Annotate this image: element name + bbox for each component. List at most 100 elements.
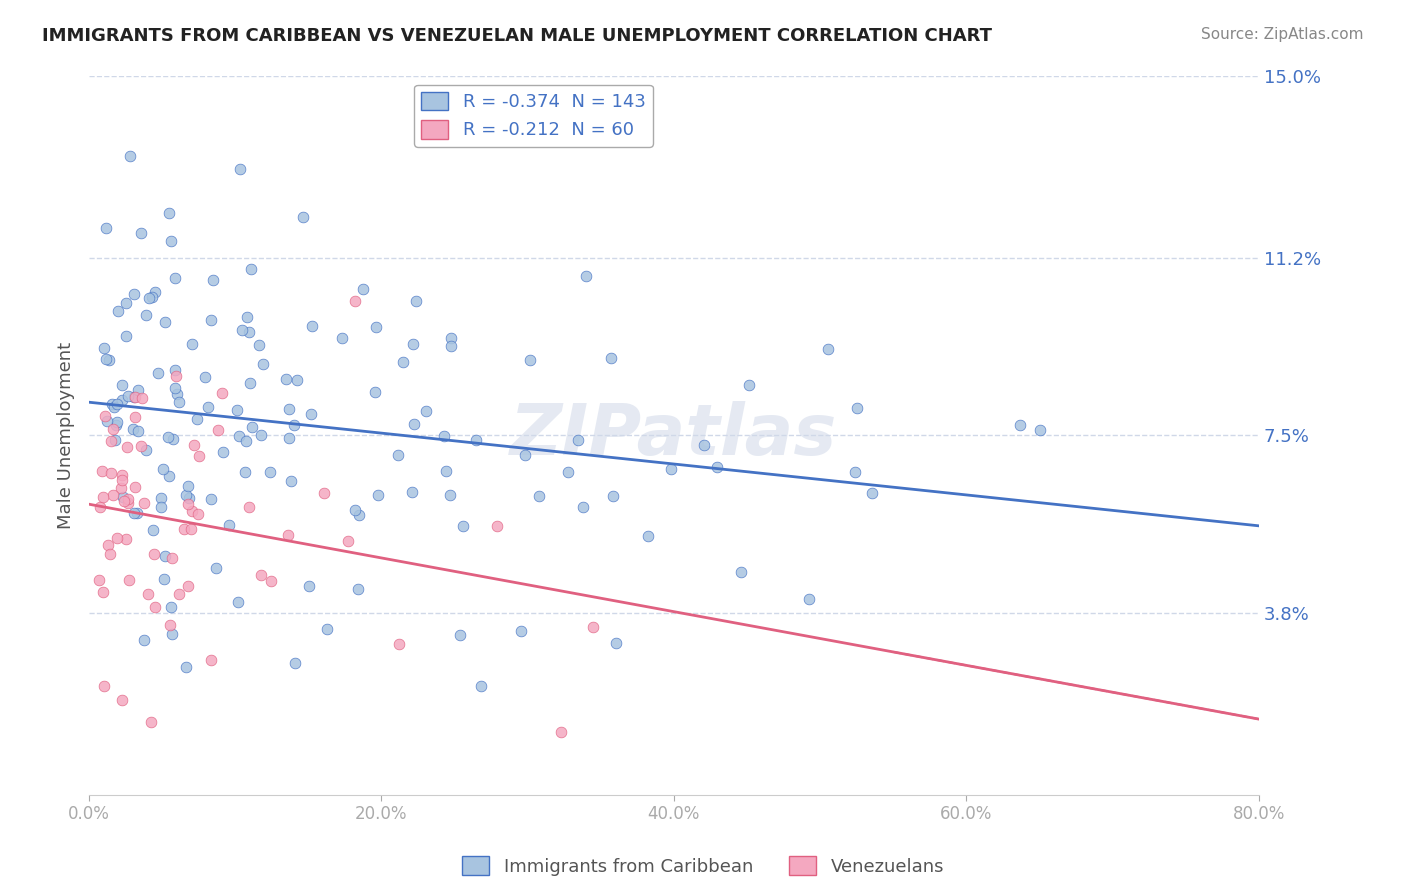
Point — [138, 291, 160, 305]
Point — [730, 565, 752, 579]
Point — [225, 403, 247, 417]
Point — [87, 574, 110, 588]
Point — [124, 409, 146, 424]
Point — [738, 377, 761, 392]
Point — [205, 561, 228, 575]
Text: Source: ZipAtlas.com: Source: ZipAtlas.com — [1201, 27, 1364, 42]
Point — [105, 418, 128, 433]
Point — [138, 587, 160, 601]
Point — [312, 486, 335, 500]
Point — [200, 313, 222, 327]
Point — [238, 325, 260, 339]
Point — [557, 465, 579, 479]
Point — [110, 481, 132, 495]
Point — [169, 395, 191, 409]
Point — [96, 414, 118, 428]
Point — [141, 290, 163, 304]
Point — [470, 679, 492, 693]
Point — [124, 506, 146, 520]
Point — [401, 485, 423, 500]
Point — [91, 490, 114, 504]
Point — [602, 489, 624, 503]
Y-axis label: Male Unemployment: Male Unemployment — [58, 342, 75, 529]
Point — [188, 450, 211, 464]
Point — [165, 381, 187, 395]
Legend: Immigrants from Caribbean, Venezuelans: Immigrants from Caribbean, Venezuelans — [454, 849, 952, 883]
Point — [105, 531, 128, 545]
Point — [143, 285, 166, 300]
Point — [693, 437, 716, 451]
Point — [98, 353, 121, 368]
Point — [94, 221, 117, 235]
Point — [280, 474, 302, 488]
Point — [298, 579, 321, 593]
Point — [100, 466, 122, 480]
Point — [844, 466, 866, 480]
Point — [160, 599, 183, 614]
Point — [179, 491, 201, 505]
Point — [240, 262, 263, 277]
Text: IMMIGRANTS FROM CARIBBEAN VS VENEZUELAN MALE UNEMPLOYMENT CORRELATION CHART: IMMIGRANTS FROM CARIBBEAN VS VENEZUELAN … — [42, 27, 993, 45]
Point — [115, 296, 138, 310]
Point — [278, 401, 301, 416]
Point — [451, 519, 474, 533]
Point — [162, 432, 184, 446]
Point — [117, 440, 139, 454]
Point — [105, 397, 128, 411]
Point — [200, 492, 222, 507]
Point — [277, 431, 299, 445]
Point — [706, 459, 728, 474]
Point — [100, 434, 122, 448]
Point — [817, 342, 839, 356]
Point — [440, 339, 463, 353]
Point — [134, 632, 156, 647]
Point — [167, 587, 190, 601]
Point — [233, 465, 256, 479]
Point — [112, 494, 135, 508]
Point — [527, 489, 550, 503]
Point — [364, 384, 387, 399]
Point — [124, 480, 146, 494]
Point — [165, 363, 187, 377]
Point — [142, 524, 165, 538]
Point — [367, 488, 389, 502]
Point — [176, 488, 198, 502]
Point — [249, 568, 271, 582]
Point — [316, 622, 339, 636]
Point — [519, 352, 541, 367]
Point — [94, 409, 117, 424]
Point — [277, 527, 299, 541]
Point — [249, 428, 271, 442]
Point — [218, 517, 240, 532]
Point — [402, 417, 425, 431]
Point — [107, 303, 129, 318]
Point — [236, 310, 259, 325]
Point — [149, 500, 172, 514]
Point — [260, 574, 283, 588]
Point — [605, 635, 627, 649]
Point — [180, 522, 202, 536]
Point — [797, 591, 820, 606]
Point — [134, 496, 156, 510]
Point — [235, 434, 257, 448]
Point — [194, 370, 217, 384]
Point — [347, 582, 370, 596]
Point — [659, 462, 682, 476]
Point — [240, 420, 263, 434]
Point — [159, 618, 181, 632]
Point — [600, 351, 623, 365]
Text: ZIPatlas: ZIPatlas — [510, 401, 838, 470]
Point — [125, 506, 148, 520]
Point — [181, 337, 204, 351]
Point — [93, 341, 115, 355]
Point — [330, 331, 353, 345]
Point — [440, 331, 463, 345]
Point — [211, 445, 233, 459]
Point — [157, 205, 180, 219]
Point — [391, 354, 413, 368]
Point — [157, 469, 180, 483]
Point — [415, 404, 437, 418]
Point — [148, 366, 170, 380]
Point — [114, 533, 136, 547]
Point — [301, 319, 323, 334]
